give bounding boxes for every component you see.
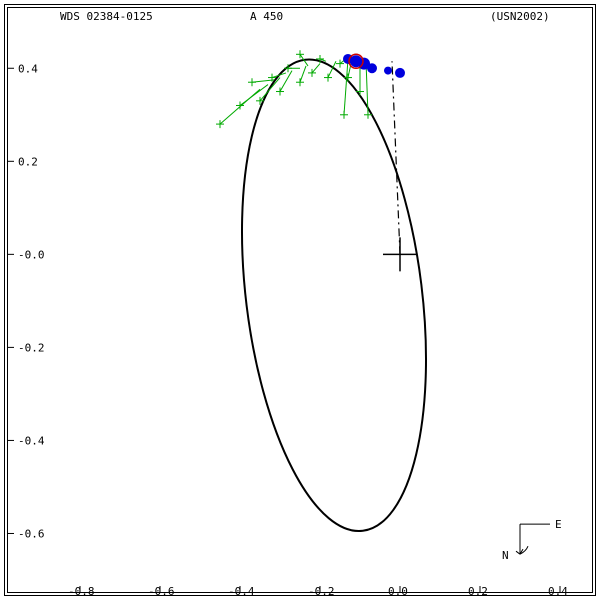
inner-frame [7, 7, 593, 593]
